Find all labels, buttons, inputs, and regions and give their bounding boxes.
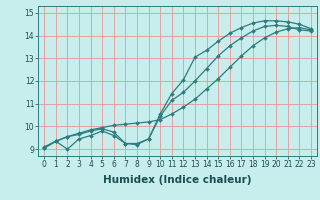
X-axis label: Humidex (Indice chaleur): Humidex (Indice chaleur) — [103, 175, 252, 185]
